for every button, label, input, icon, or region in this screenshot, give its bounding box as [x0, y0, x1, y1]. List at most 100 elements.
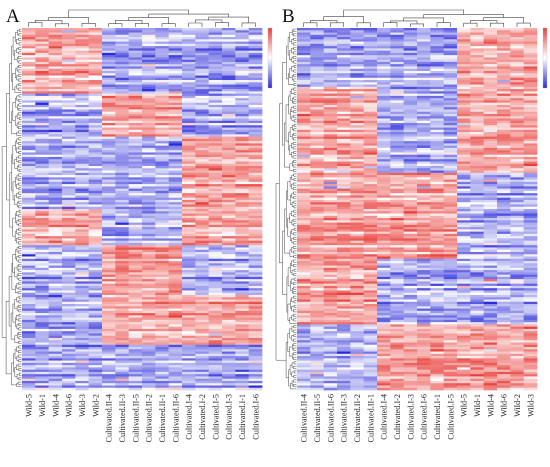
heatmap-cell	[310, 32, 325, 36]
heatmap-cell	[88, 313, 103, 316]
heatmap-cell	[510, 211, 525, 214]
heatmap-cell	[403, 132, 418, 135]
heatmap-cell	[88, 371, 103, 375]
heatmap-cell	[470, 32, 485, 36]
heatmap-cell	[48, 55, 63, 58]
heatmap-cell	[248, 147, 263, 151]
heatmap-cell	[115, 195, 130, 199]
heatmap-cell	[417, 145, 431, 149]
heatmap-cell	[75, 215, 90, 219]
heatmap-cell	[48, 362, 63, 366]
heatmap-cell	[483, 129, 498, 133]
heatmap-cell	[128, 197, 143, 201]
heatmap-cell	[350, 199, 365, 203]
heatmap-cell	[22, 324, 36, 327]
heatmap-cell	[182, 351, 196, 355]
heatmap-cell	[48, 261, 63, 264]
heatmap-cell	[88, 328, 103, 332]
heatmap-cell	[430, 143, 445, 146]
heatmap-cell	[222, 256, 236, 260]
heatmap-cell	[483, 48, 498, 51]
heatmap-cell	[443, 32, 458, 36]
heatmap-cell	[337, 242, 351, 246]
heatmap-cell	[417, 68, 431, 72]
heatmap-cell	[88, 143, 103, 146]
heatmap-cell	[75, 304, 90, 307]
heatmap-cell	[35, 161, 50, 165]
heatmap-cell	[155, 73, 170, 76]
heatmap-cell	[457, 202, 471, 205]
heatmap-cell	[102, 120, 116, 124]
heatmap-cell	[390, 120, 405, 124]
heatmap-cell	[62, 66, 76, 70]
heatmap-cell	[470, 64, 485, 67]
heatmap-cell	[417, 59, 431, 63]
heatmap-cell	[22, 233, 36, 237]
heatmap-cell	[35, 188, 50, 192]
heatmap-cell	[222, 166, 236, 169]
heatmap-cell	[403, 188, 418, 192]
heatmap-cell	[457, 265, 471, 269]
heatmap-cell	[403, 91, 418, 94]
heatmap-cell	[350, 107, 365, 110]
heatmap-cell	[248, 251, 263, 255]
heatmap-cell	[75, 290, 90, 294]
heatmap-cell	[142, 353, 156, 357]
heatmap-cell	[523, 134, 538, 137]
heatmap-cell	[497, 104, 511, 108]
heatmap-cell	[403, 61, 418, 65]
heatmap-cell	[88, 351, 103, 355]
heatmap-cell	[390, 86, 405, 90]
heatmap-cell	[35, 353, 50, 357]
heatmap-cell	[168, 199, 183, 203]
heatmap-cell	[48, 211, 63, 214]
heatmap-cell	[115, 188, 130, 192]
heatmap-cell	[363, 193, 378, 196]
heatmap-cell	[142, 84, 156, 88]
heatmap-cell	[443, 245, 458, 248]
heatmap-cell	[22, 197, 36, 201]
heatmap-cells	[22, 28, 263, 391]
heatmap-cell	[102, 251, 116, 255]
heatmap-cell	[443, 68, 458, 72]
heatmap-cell	[115, 199, 130, 203]
heatmap-cell	[222, 220, 236, 223]
heatmap-cell	[403, 118, 418, 122]
heatmap-cell	[182, 129, 196, 133]
heatmap-cell	[115, 378, 130, 382]
heatmap-cell	[182, 48, 196, 51]
heatmap-cell	[115, 281, 130, 285]
heatmap-cell	[208, 168, 223, 171]
heatmap-cell	[102, 270, 116, 273]
heatmap-cell	[22, 163, 36, 167]
heatmap-cell	[128, 310, 143, 314]
heatmap-cell	[497, 125, 511, 128]
heatmap-cell	[182, 387, 196, 391]
heatmap-cell	[483, 156, 498, 160]
heatmap-cell	[310, 100, 325, 104]
heatmap-cell	[75, 190, 90, 194]
heatmap-cell	[510, 28, 525, 31]
heatmap-cell	[430, 238, 445, 242]
heatmap-cell	[350, 39, 365, 42]
heatmap-cell	[390, 172, 405, 176]
heatmap-cell	[62, 367, 76, 370]
heatmap-cell	[22, 222, 36, 226]
heatmap-cell	[248, 367, 263, 370]
heatmap-cell	[208, 145, 223, 149]
heatmap-cell	[248, 145, 263, 149]
heatmap-cell	[35, 283, 50, 287]
heatmap-cell	[443, 37, 458, 40]
heatmap-cell	[155, 204, 170, 208]
heatmap-cell	[523, 141, 538, 144]
heatmap-cell	[457, 52, 471, 56]
heatmap-cell	[35, 77, 50, 81]
heatmap-cell	[417, 170, 431, 174]
heatmap-cell	[22, 168, 36, 171]
heatmap-cell	[297, 186, 311, 189]
heatmap-cell	[88, 304, 103, 307]
heatmap-cell	[168, 39, 183, 42]
heatmap-cell	[75, 150, 90, 153]
heatmap-cell	[35, 347, 50, 350]
heatmap-cell	[168, 326, 183, 330]
